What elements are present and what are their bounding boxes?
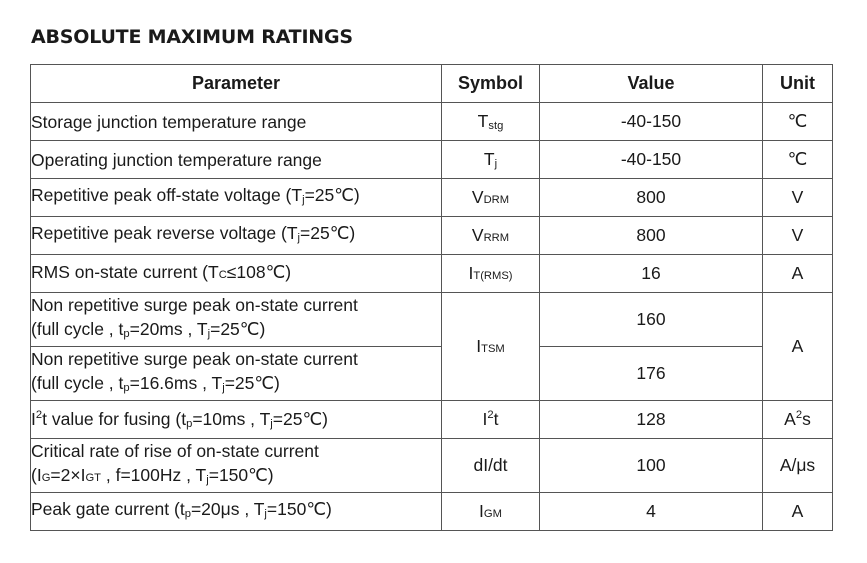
header-unit: Unit [762, 64, 833, 103]
header-symbol: Symbol [441, 64, 540, 103]
param-cell: Repetitive peak off-state voltage (Tj=25… [30, 178, 442, 217]
symbol-cell: VRRM [441, 216, 540, 255]
param-cell: Peak gate current (tp=20μs , Tj=150℃) [30, 492, 442, 531]
param-cell: Non repetitive surge peak on-state curre… [30, 346, 442, 401]
symbol-cell: Tj [441, 140, 540, 179]
table-row: Non repetitive surge peak on-state curre… [30, 346, 833, 401]
value-cell: 176 [539, 346, 763, 401]
param-cell: Repetitive peak reverse voltage (Tj=25℃) [30, 216, 442, 255]
value-cell: 160 [539, 292, 763, 347]
header-value: Value [539, 64, 763, 103]
symbol-cell: IGM [441, 492, 540, 531]
unit-cell: A [762, 254, 833, 293]
table-row: Repetitive peak reverse voltage (Tj=25℃)… [30, 216, 833, 255]
value-cell: -40-150 [539, 140, 763, 179]
value-cell: 800 [539, 216, 763, 255]
ratings-table: Parameter Symbol Value Unit Storage junc… [30, 64, 833, 531]
param-cell: I2t value for fusing (tp=10ms , Tj=25℃) [30, 400, 442, 439]
value-cell: 16 [539, 254, 763, 293]
param-cell: Non repetitive surge peak on-state curre… [30, 292, 442, 347]
symbol-cell: I2t [441, 400, 540, 439]
table-header-row: Parameter Symbol Value Unit [30, 64, 833, 103]
table-row: Storage junction temperature range Tstg … [30, 102, 833, 141]
value-cell: 800 [539, 178, 763, 217]
table-row: Peak gate current (tp=20μs , Tj=150℃) IG… [30, 492, 833, 531]
unit-cell: A/μs [762, 438, 833, 493]
symbol-cell: VDRM [441, 178, 540, 217]
value-cell: -40-150 [539, 102, 763, 141]
symbol-cell: ITSM [441, 292, 540, 401]
table-row: I2t value for fusing (tp=10ms , Tj=25℃) … [30, 400, 833, 439]
section-title: ABSOLUTE MAXIMUM RATINGS [31, 26, 353, 48]
table-row: Operating junction temperature range Tj … [30, 140, 833, 179]
value-cell: 4 [539, 492, 763, 531]
symbol-cell: IT(RMS) [441, 254, 540, 293]
symbol-cell: Tstg [441, 102, 540, 141]
unit-cell: ℃ [762, 140, 833, 179]
unit-cell: V [762, 216, 833, 255]
unit-cell: A [762, 292, 833, 401]
unit-cell: V [762, 178, 833, 217]
table-row: Non repetitive surge peak on-state curre… [30, 292, 833, 401]
param-cell: Storage junction temperature range [30, 102, 442, 141]
param-cell: RMS on-state current (TC≤108℃) [30, 254, 442, 293]
table-row: RMS on-state current (TC≤108℃) IT(RMS) 1… [30, 254, 833, 293]
param-cell: Critical rate of rise of on-state curren… [30, 438, 442, 493]
value-cell: 128 [539, 400, 763, 439]
table-row: Critical rate of rise of on-state curren… [30, 438, 833, 493]
unit-cell: A [762, 492, 833, 531]
symbol-cell: dI/dt [441, 438, 540, 493]
header-parameter: Parameter [30, 64, 442, 103]
value-cell: 100 [539, 438, 763, 493]
table-row: Repetitive peak off-state voltage (Tj=25… [30, 178, 833, 217]
unit-cell: A2s [762, 400, 833, 439]
unit-cell: ℃ [762, 102, 833, 141]
param-cell: Operating junction temperature range [30, 140, 442, 179]
